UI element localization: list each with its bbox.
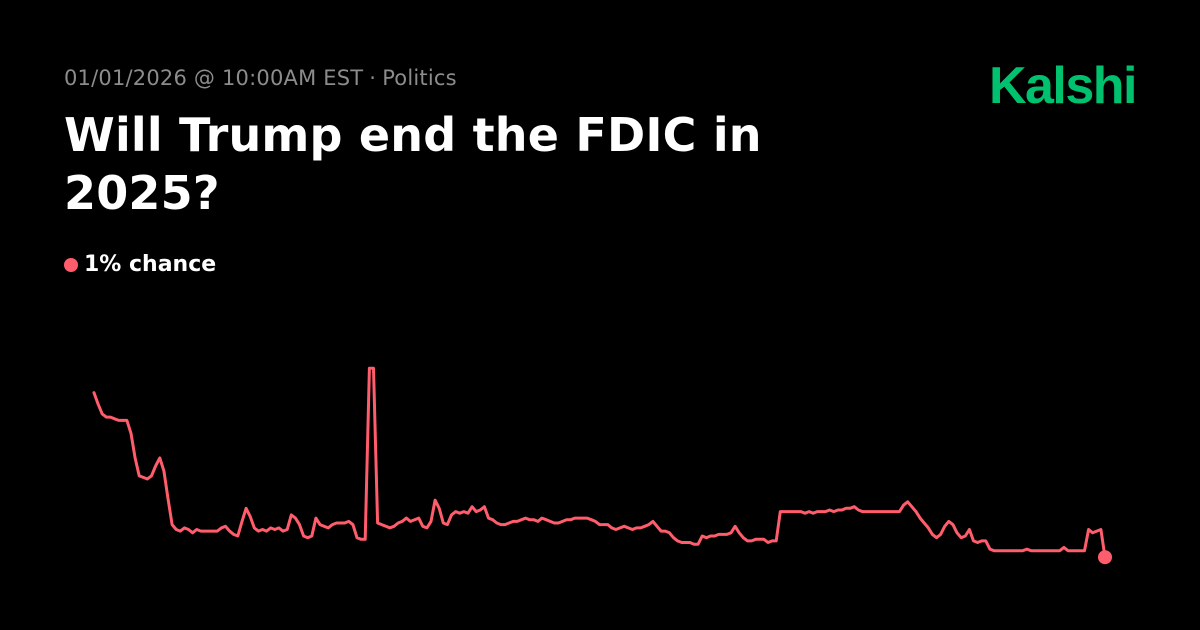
meta-separator: · — [369, 66, 377, 90]
market-datetime: 01/01/2026 @ 10:00AM EST — [64, 66, 364, 90]
market-category[interactable]: Politics — [382, 66, 457, 90]
market-title: Will Trump end the FDIC in 2025? — [64, 108, 762, 220]
chance-label: 1% chance — [84, 252, 217, 277]
market-meta: 01/01/2026 @ 10:00AM EST · Politics — [64, 66, 457, 90]
latest-point-marker — [1098, 550, 1112, 565]
chance-indicator: 1% chance — [64, 252, 216, 277]
series-layer — [92, 366, 1112, 565]
chance-dot-icon — [64, 257, 78, 272]
kalshi-logo[interactable]: Kalshi — [988, 57, 1138, 115]
chance-series-line — [92, 366, 1107, 559]
